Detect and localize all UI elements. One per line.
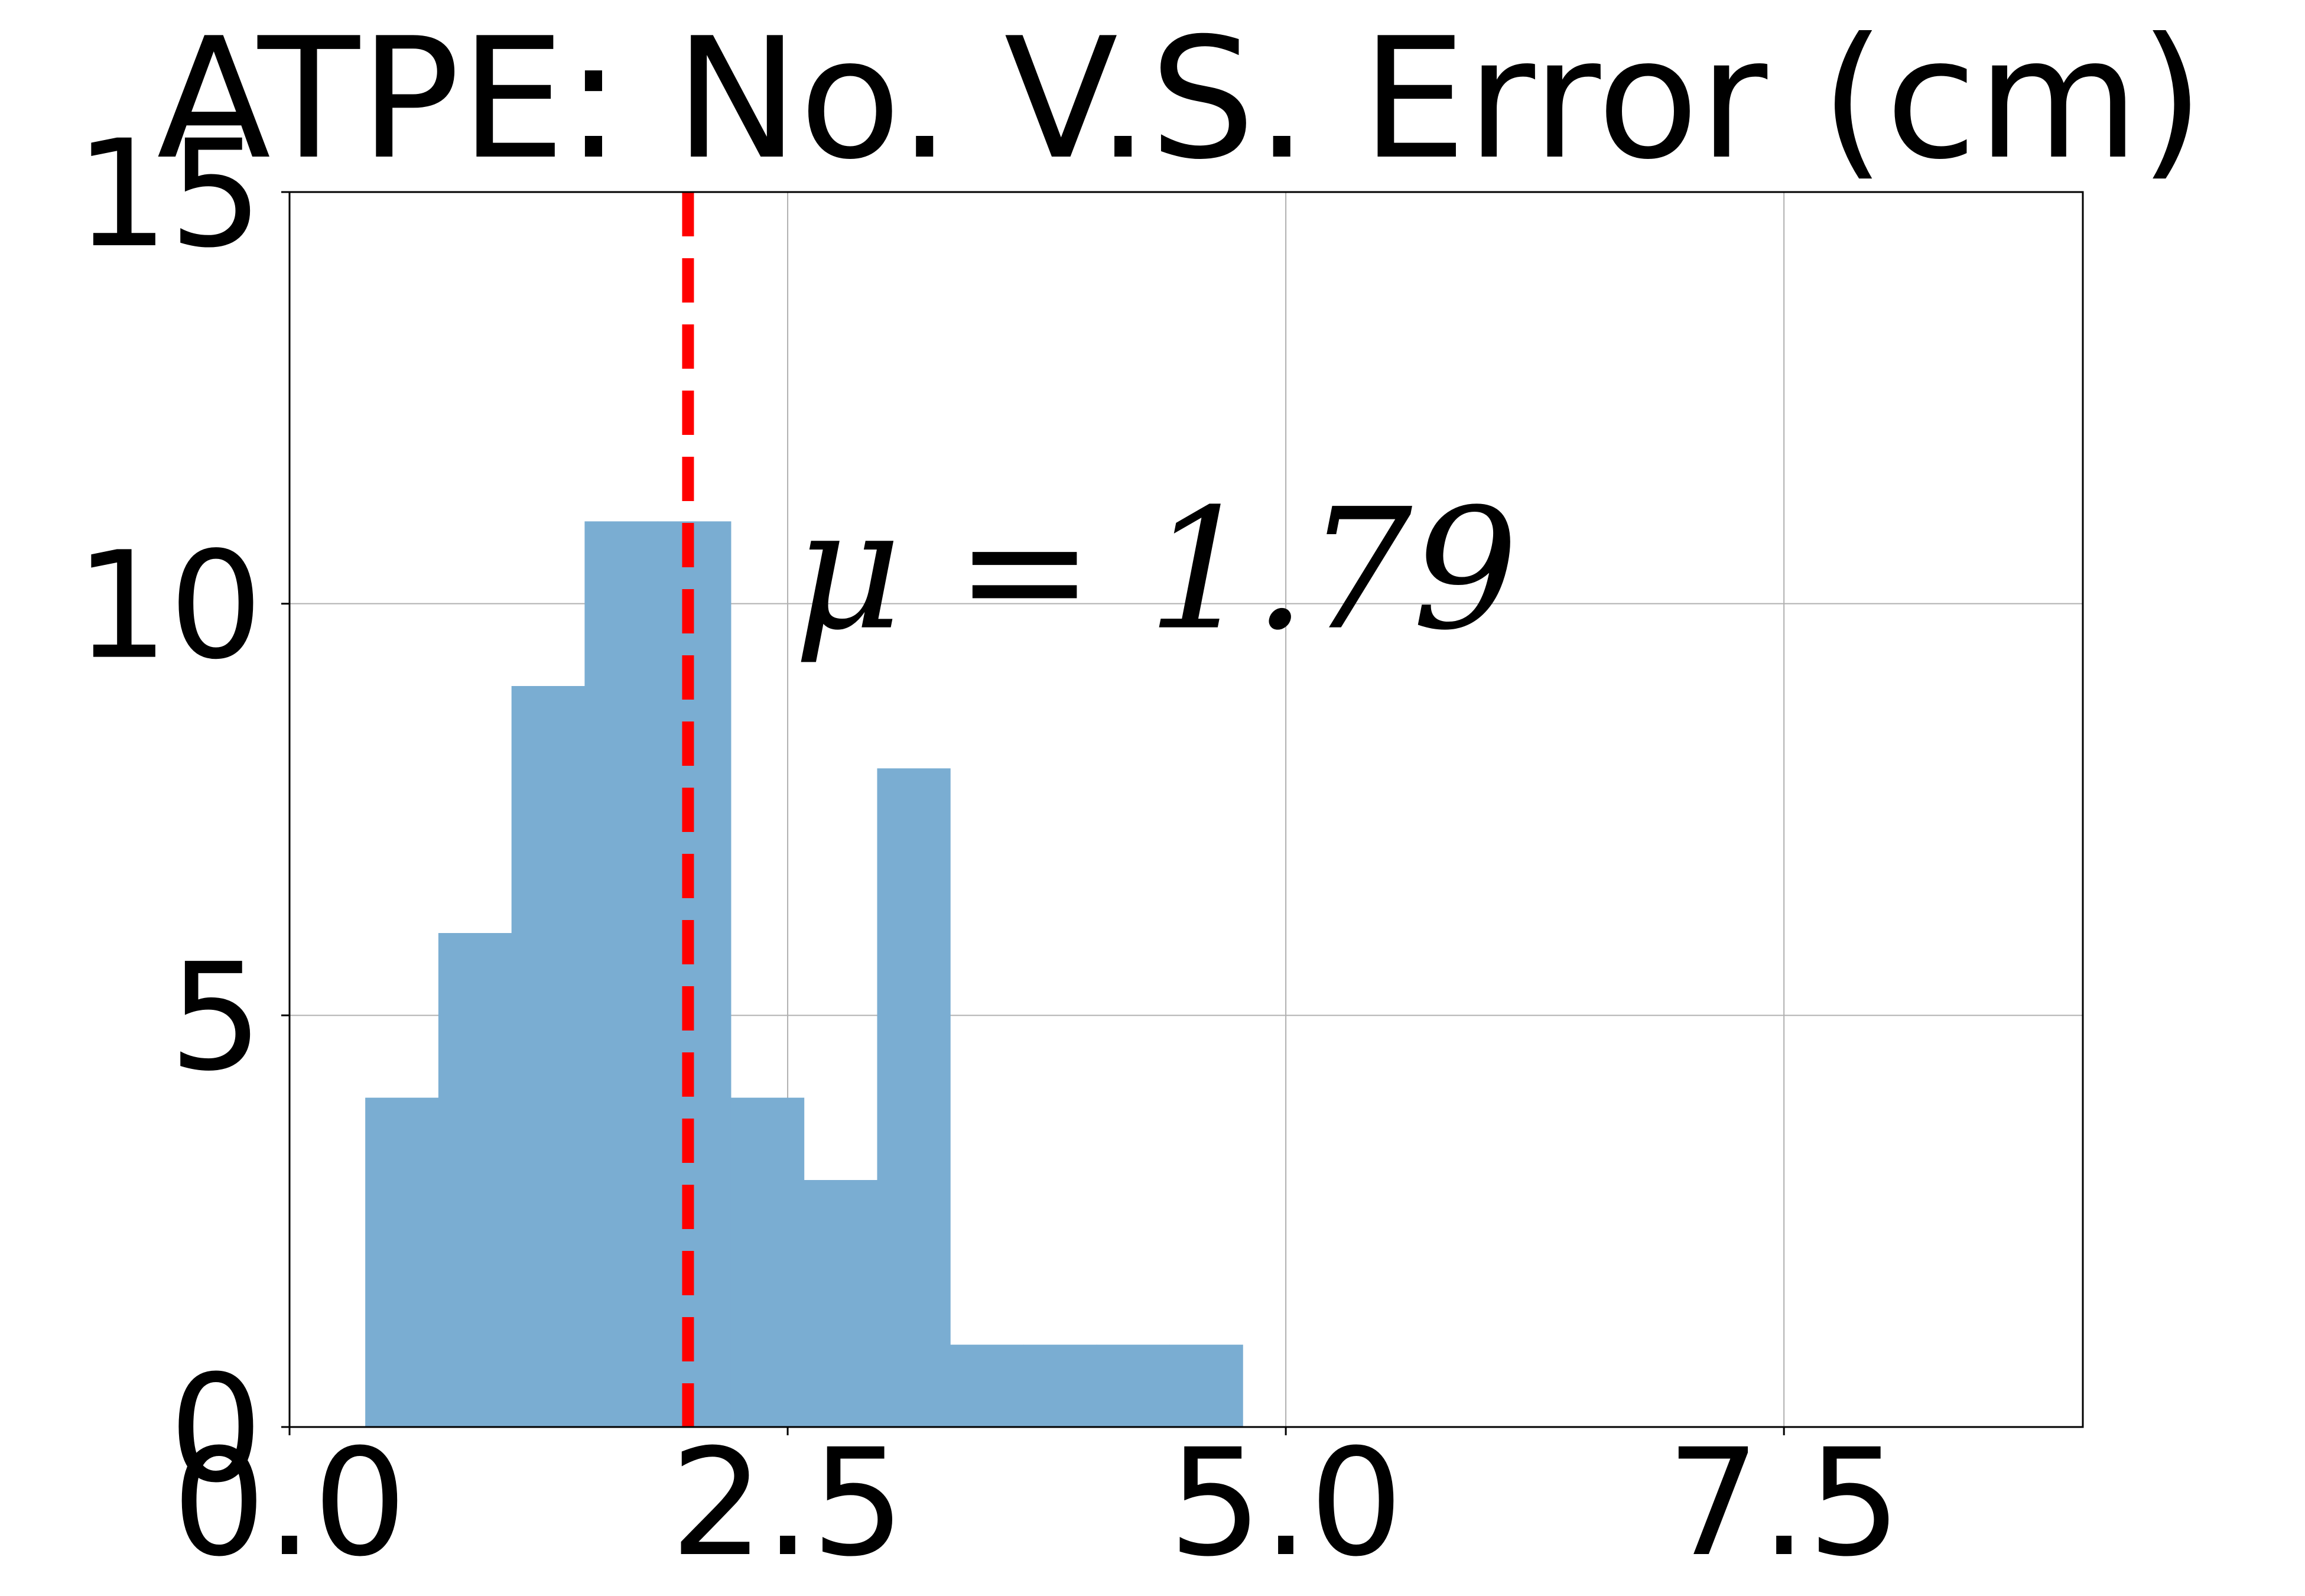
histogram-bar-6 xyxy=(804,1180,877,1427)
histogram-bar-2 xyxy=(511,686,585,1427)
x-tick-label-0: 0.0 xyxy=(172,1417,407,1589)
histogram-bar-0 xyxy=(365,1097,439,1427)
axis-ticks: 0.0 2.5 5.0 7.5 0 5 10 15 xyxy=(75,108,1901,1589)
x-tick-label-1: 2.5 xyxy=(670,1417,905,1589)
histogram-bar-11 xyxy=(1169,1344,1243,1427)
histogram-bars xyxy=(365,521,1243,1428)
chart-title: ATPE: No. V.S. Error (cm) xyxy=(157,2,2204,196)
y-tick-label-2: 10 xyxy=(75,520,263,692)
plot-frame xyxy=(288,191,2084,1428)
histogram-bar-7 xyxy=(877,768,951,1427)
y-tick-label-1: 5 xyxy=(169,931,263,1103)
y-tick-label-3: 15 xyxy=(75,108,263,280)
histogram-bar-3 xyxy=(584,521,658,1428)
histogram-bar-10 xyxy=(1096,1344,1171,1427)
x-tick-label-3: 7.5 xyxy=(1666,1417,1901,1589)
mean-annotation: μ = 1.79 xyxy=(794,473,1519,667)
histogram-bar-4 xyxy=(658,521,732,1428)
y-tick-label-0: 0 xyxy=(169,1343,263,1515)
histogram-bar-5 xyxy=(730,1097,805,1427)
histogram-bar-9 xyxy=(1023,1344,1097,1427)
histogram-bar-8 xyxy=(950,1344,1024,1427)
histogram-bar-1 xyxy=(438,933,512,1427)
x-tick-label-2: 5.0 xyxy=(1168,1417,1403,1589)
